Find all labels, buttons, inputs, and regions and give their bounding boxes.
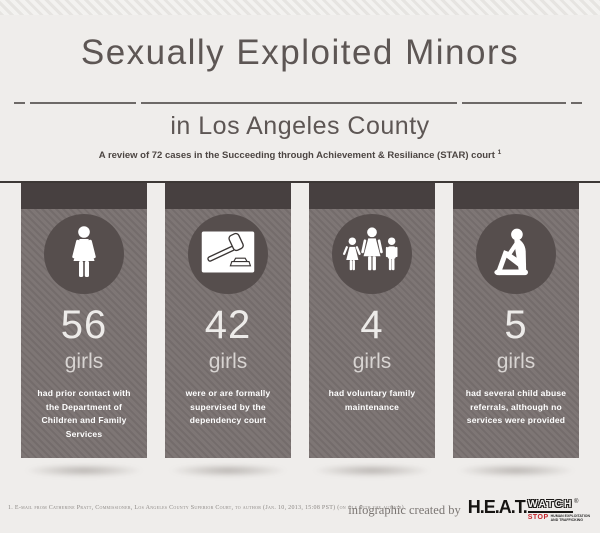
stat-unit: girls — [64, 350, 104, 373]
top-stripe-band — [0, 0, 600, 15]
logo-tagline: HUMAN EXPLOITATION AND TRAFFICKING — [550, 513, 590, 522]
stat-unit: girls — [496, 350, 536, 373]
stat-description: were or are formally supervised by the d… — [185, 388, 271, 426]
stat-count: 42 — [204, 303, 252, 347]
stat-description: had voluntary family maintenance — [328, 388, 416, 412]
stat-cards: 56 girls had prior contact with the Depa… — [21, 183, 579, 458]
stat-card-dependency-court: 42 girls were or are formally supervised… — [165, 183, 291, 458]
credit-row: infographic created by H.E.A.T. WATCH ® … — [348, 498, 590, 522]
stat-count: 56 — [60, 303, 108, 347]
stat-card-family-maintenance: 4 girls had voluntary family maintenance — [309, 183, 435, 458]
stat-count: 5 — [504, 303, 528, 347]
gavel-icon — [201, 230, 255, 278]
review-text: A review of 72 cases in the Succeeding t… — [98, 150, 495, 162]
stat-description: had prior contact with the Department of… — [37, 388, 131, 439]
icon-circle — [332, 214, 412, 294]
stat-description: had several child abuse referrals, altho… — [465, 388, 567, 426]
card-header-band — [165, 183, 291, 209]
logo-stop-text: STOP — [527, 514, 549, 522]
page-title: Sexually Exploited Minors — [80, 33, 520, 72]
stat-card-dcfs-contact: 56 girls had prior contact with the Depa… — [21, 183, 147, 458]
sitting-girl-icon — [492, 226, 540, 283]
divider-dashes — [14, 102, 582, 104]
icon-circle — [44, 214, 124, 294]
card-header-band — [453, 183, 579, 209]
card-header-band — [21, 183, 147, 209]
stat-count: 4 — [360, 303, 384, 347]
logo-watch-block: WATCH ® STOP HUMAN EXPLOITATION AND TRAF… — [527, 498, 590, 522]
logo-watch-text: WATCH — [527, 499, 573, 513]
logo-heat-text: H.E.A.T. — [467, 497, 528, 517]
heat-watch-logo: H.E.A.T. WATCH ® STOP HUMAN EXPLOITATION… — [468, 498, 590, 522]
stat-unit: girls — [352, 350, 392, 373]
stat-card-abuse-referrals: 5 girls had several child abuse referral… — [453, 183, 579, 458]
icon-circle — [188, 214, 268, 294]
stat-unit: girls — [208, 350, 248, 373]
header-rule — [0, 181, 600, 183]
page-subtitle: in Los Angeles County — [170, 112, 430, 140]
source-footnote: 1. E-mail from Catherine Pratt, Commissi… — [8, 505, 406, 511]
review-line: A review of 72 cases in the Succeeding t… — [0, 149, 600, 161]
footnote-marker: 1 — [497, 149, 502, 156]
woman-icon — [67, 225, 101, 283]
icon-circle — [476, 214, 556, 294]
family-icon — [342, 227, 402, 281]
credit-text: infographic created by — [348, 502, 461, 517]
card-header-band — [309, 183, 435, 209]
registered-mark: ® — [573, 499, 579, 505]
